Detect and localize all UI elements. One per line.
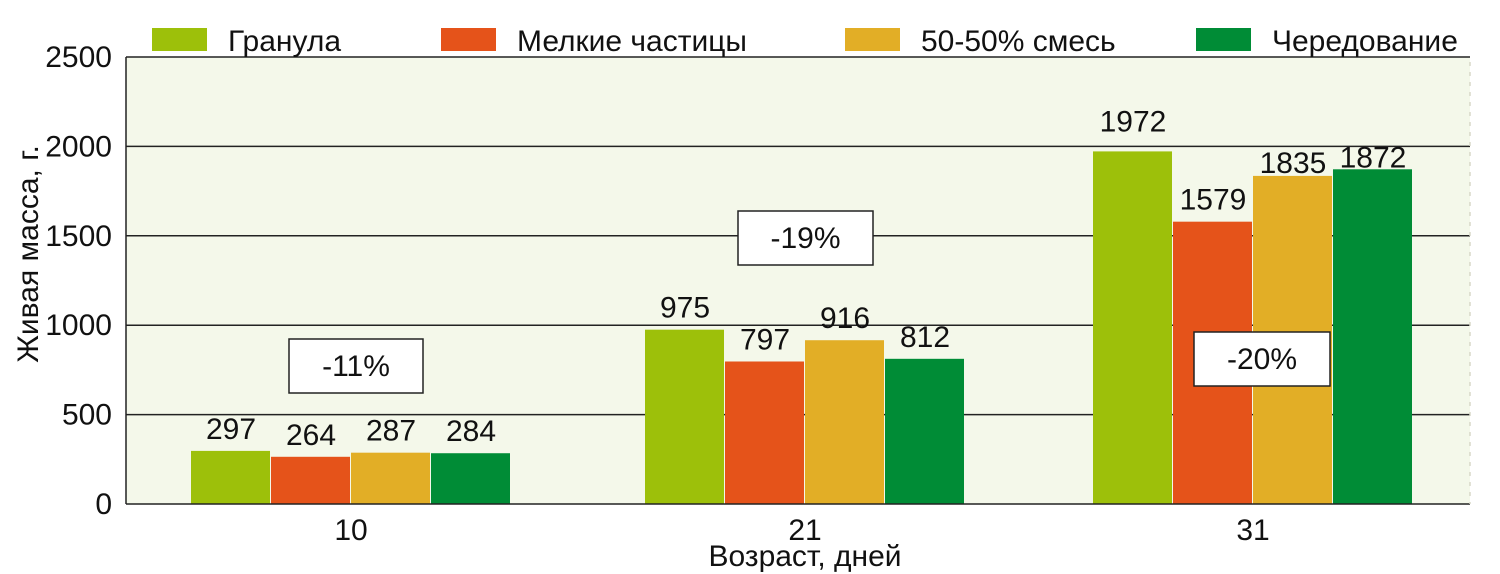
annotation-text: -20% [1227, 343, 1297, 376]
bar [351, 452, 430, 504]
legend: Гранула Мелкие частицы 50-50% смесь Чередов… [152, 25, 1458, 58]
y-axis-title: Живая масса, г. [12, 145, 45, 363]
data-label: 812 [900, 321, 950, 354]
bars [191, 151, 1412, 505]
legend-item: Гранула [152, 25, 341, 58]
legend-item: Чередование [1196, 25, 1458, 58]
annotation-text: -19% [770, 222, 840, 255]
legend-label: Гранула [228, 25, 341, 58]
data-label: 1972 [1100, 105, 1167, 138]
legend-label: 50-50% смесь [921, 25, 1116, 58]
bar [191, 450, 270, 504]
data-label: 1835 [1260, 147, 1327, 180]
bar [431, 453, 510, 504]
data-label: 797 [740, 323, 790, 356]
bar [1333, 169, 1412, 504]
y-tick-label: 1000 [45, 309, 112, 342]
annotation-box: -11% [288, 338, 424, 394]
data-label: 297 [206, 413, 256, 446]
y-tick-label: 2000 [45, 130, 112, 163]
data-label: 264 [286, 419, 336, 452]
data-label: 1579 [1180, 184, 1247, 217]
bar [645, 329, 724, 504]
data-labels: 297 264 287 284 975 797 916 812 1972 1579 1835 1872 [206, 105, 1406, 451]
y-tick-label: 2500 [45, 41, 112, 74]
y-tick-label: 1500 [45, 220, 112, 253]
data-label: 1872 [1340, 141, 1407, 174]
x-axis-title: Возраст, дней [708, 540, 901, 573]
legend-item: Мелкие частицы [441, 25, 747, 58]
legend-swatch [152, 28, 207, 51]
y-tick-label: 0 [95, 488, 112, 521]
legend-label: Чередование [1272, 25, 1458, 58]
legend-label: Мелкие частицы [517, 25, 747, 58]
annotation-frame [737, 210, 874, 266]
legend-swatch [845, 28, 900, 51]
annotation-box: -19% [737, 210, 874, 266]
legend-swatch [441, 28, 496, 51]
data-label: 287 [366, 415, 416, 448]
data-label: 975 [660, 292, 710, 325]
x-tick-label: 21 [788, 514, 821, 547]
data-label: 916 [820, 302, 870, 335]
annotation-frame [288, 338, 424, 394]
bar [271, 456, 350, 504]
annotations: -11% -19% -20% [288, 210, 1331, 394]
annotation-box: -20% [1193, 331, 1331, 387]
bar [805, 340, 884, 504]
bar [725, 361, 804, 504]
x-tick-label: 31 [1236, 514, 1269, 547]
data-label: 284 [446, 415, 496, 448]
legend-swatch [1196, 28, 1251, 51]
y-tick-label: 500 [62, 399, 112, 432]
annotation-frame [1193, 331, 1331, 387]
x-tick-label: 10 [334, 514, 367, 547]
legend-item: 50-50% смесь [845, 25, 1116, 58]
annotation-text: -11% [322, 350, 390, 383]
axes: 0 500 1000 1500 2000 2500 10 21 31 [45, 41, 1471, 547]
bar [885, 358, 964, 504]
bar [1093, 151, 1172, 504]
